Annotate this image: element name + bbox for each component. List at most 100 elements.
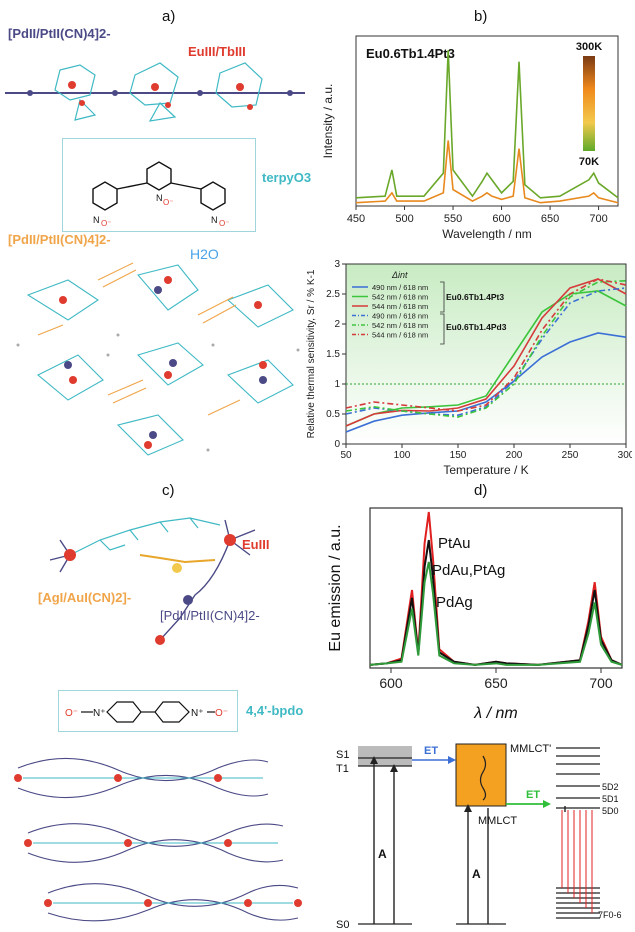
- sensitivity-series-4: [345, 280, 627, 418]
- ylabel-b-bottom: Relative thermal sensitivity, Sr / % K-1: [306, 269, 317, 438]
- energy-diagram-d: S1 T1 S0 A ET MMLCT' MMLCT A ET 5D2 5D1 …: [336, 743, 622, 930]
- spectrum-series-0: [355, 50, 619, 199]
- legend-header: Δint: [391, 270, 408, 280]
- svg-text:O⁻: O⁻: [101, 219, 111, 228]
- svg-text:O⁻: O⁻: [219, 219, 229, 228]
- xtick-label-d-top: 600: [379, 675, 403, 691]
- framework-label-c: [PdII/PtII(CN)4]2-: [160, 608, 260, 623]
- xtick-label-b-bottom: 200: [506, 450, 523, 461]
- legend-group-label: Eu0.6Tb1.4Pt3: [446, 292, 504, 302]
- legend-bracket-1: [440, 281, 445, 313]
- xticks-d-top: 600 650 700: [379, 668, 613, 691]
- eu-series-2: [369, 561, 623, 666]
- xtick-label-b-top: 500: [395, 213, 413, 225]
- series-label-ptau: PtAu: [438, 535, 471, 552]
- eu-emission-chart-d: 600 650 700 PtAu PdAu,PtAg PdAg λ / nm Eu …: [327, 507, 623, 722]
- t1-label: T1: [336, 763, 349, 775]
- svg-text:N: N: [211, 215, 218, 225]
- plot-frame-b-bottom: [345, 263, 627, 445]
- 5d0-label: 5D0: [602, 806, 619, 816]
- eu-emission-lines: [369, 511, 623, 666]
- ligand-label-c: 4,4'-bpdo: [246, 703, 304, 718]
- coordination-structure-c: [49, 517, 256, 645]
- svg-text:O⁻: O⁻: [163, 198, 173, 207]
- svg-text:O⁻: O⁻: [215, 708, 228, 719]
- spectrum-lines-b: [355, 50, 619, 204]
- panel-label-c: c): [162, 482, 175, 499]
- s0-label: S0: [336, 919, 349, 930]
- xtick-label-b-bottom: 100: [394, 450, 411, 461]
- xtick-label-b-bottom: 300: [618, 450, 632, 461]
- xtick-label-b-top: 450: [347, 213, 365, 225]
- chain-structure-a: [5, 62, 305, 122]
- ytick-label-b-bottom: 0.5: [326, 409, 340, 420]
- sensitivity-lines: [345, 278, 627, 433]
- xlabel-d-top: λ / nm: [473, 705, 517, 722]
- anion-label-c: [AgI/AuI(CN)2]-: [38, 590, 132, 605]
- xtick-label-d-top: 700: [589, 675, 613, 691]
- packing-structure-a: [16, 262, 300, 456]
- colorbar-top-label: 300K: [576, 41, 602, 53]
- xtick-label-d-top: 650: [484, 675, 508, 691]
- ytick-label-b-bottom: 1: [334, 379, 340, 390]
- legend-item-label: 544 nm / 618 nm: [372, 331, 428, 340]
- legend-item-label: 544 nm / 618 nm: [372, 302, 428, 311]
- sensitivity-series-5: [345, 278, 627, 412]
- ytick-label-b-bottom: 1.5: [326, 349, 340, 360]
- xticks-b-top: 450 500 550 600 650 700: [347, 206, 608, 225]
- legend-group-label: Eu0.6Tb1.4Pd3: [446, 322, 507, 332]
- colorbar-b: [583, 56, 595, 151]
- xtick-label-b-top: 550: [444, 213, 462, 225]
- svg-text:N⁺: N⁺: [191, 708, 204, 719]
- svg-text:N: N: [93, 215, 100, 225]
- spectrum-series-1: [355, 140, 619, 204]
- ylabel-b-top: Intensity / a.u.: [321, 84, 335, 159]
- panel-label-d: d): [474, 482, 488, 499]
- legend-item-label: 490 nm / 618 nm: [372, 283, 428, 292]
- terpyo3-molecule: N O⁻ N O⁻ N O⁻: [92, 161, 229, 228]
- singlet-band: [358, 746, 412, 766]
- series-label-pdau-ptag: PdAu,PtAg: [432, 562, 505, 579]
- anion-label-a: [PdII/PtII(CN)4]2-: [8, 232, 111, 247]
- panel-label-b: b): [474, 8, 488, 25]
- bpdo-structure-box: O⁻ N⁺ N⁺ O⁻: [58, 690, 238, 732]
- 5d2-label: 5D2: [602, 782, 619, 792]
- ylabel-d-top: Eu emission / a.u.: [327, 524, 344, 651]
- ticks-b-bottom: 50 100 150 200 250 300 0 0.5 1 1.5 2 2.5 3: [326, 259, 632, 461]
- 7f-label: 7F0-6: [598, 910, 622, 920]
- xtick-label-b-top: 700: [589, 213, 607, 225]
- svg-text:N: N: [156, 193, 163, 203]
- xlabel-b-bottom: Temperature / K: [443, 463, 528, 477]
- legend-item-label: 542 nm / 618 nm: [372, 321, 428, 330]
- series-label-pdag: PdAg: [436, 594, 473, 611]
- ytick-label-b-bottom: 2: [334, 319, 340, 330]
- et-label-1: ET: [424, 745, 438, 757]
- xtick-label-b-top: 600: [492, 213, 510, 225]
- xlabel-b-top: Wavelength / nm: [442, 227, 532, 240]
- ytick-label-b-bottom: 2.5: [326, 289, 340, 300]
- 5d1-label: 5D1: [602, 794, 619, 804]
- legend-item-label: 542 nm / 618 nm: [372, 293, 428, 302]
- legend-item-label: 490 nm / 618 nm: [372, 312, 428, 321]
- plot-frame-d-top: [369, 507, 623, 669]
- sensitivity-series-0: [345, 332, 627, 433]
- compound-label-b: Eu0.6Tb1.4Pt3: [366, 46, 455, 61]
- absorption-label-1: A: [378, 847, 387, 861]
- xtick-label-b-bottom: 250: [562, 450, 579, 461]
- xtick-label-b-bottom: 150: [450, 450, 467, 461]
- mmlct-prime-label: MMLCT': [510, 743, 551, 755]
- legend-bracket-2: [440, 313, 445, 345]
- ytick-label-b-bottom: 3: [334, 259, 340, 270]
- colorbar-bottom-label: 70K: [579, 156, 599, 168]
- packing-structure-c: [14, 757, 302, 922]
- metal-label-a: EuIII/TbIII: [188, 44, 246, 59]
- sensitivity-series-2: [345, 278, 627, 427]
- water-label-a: H2O: [190, 246, 219, 262]
- mmlct-label: MMLCT: [478, 815, 517, 827]
- ytick-label-b-bottom: 0: [334, 439, 340, 450]
- metal-label-c: EuIII: [242, 537, 270, 552]
- emission-spectrum-chart-b: Eu0.6Tb1.4Pt3 450 500 550 600 650 700 Wavelen…: [321, 35, 619, 240]
- plot-frame-b-top: [355, 35, 619, 207]
- bpdo-molecule: O⁻ N⁺ N⁺ O⁻: [65, 701, 228, 723]
